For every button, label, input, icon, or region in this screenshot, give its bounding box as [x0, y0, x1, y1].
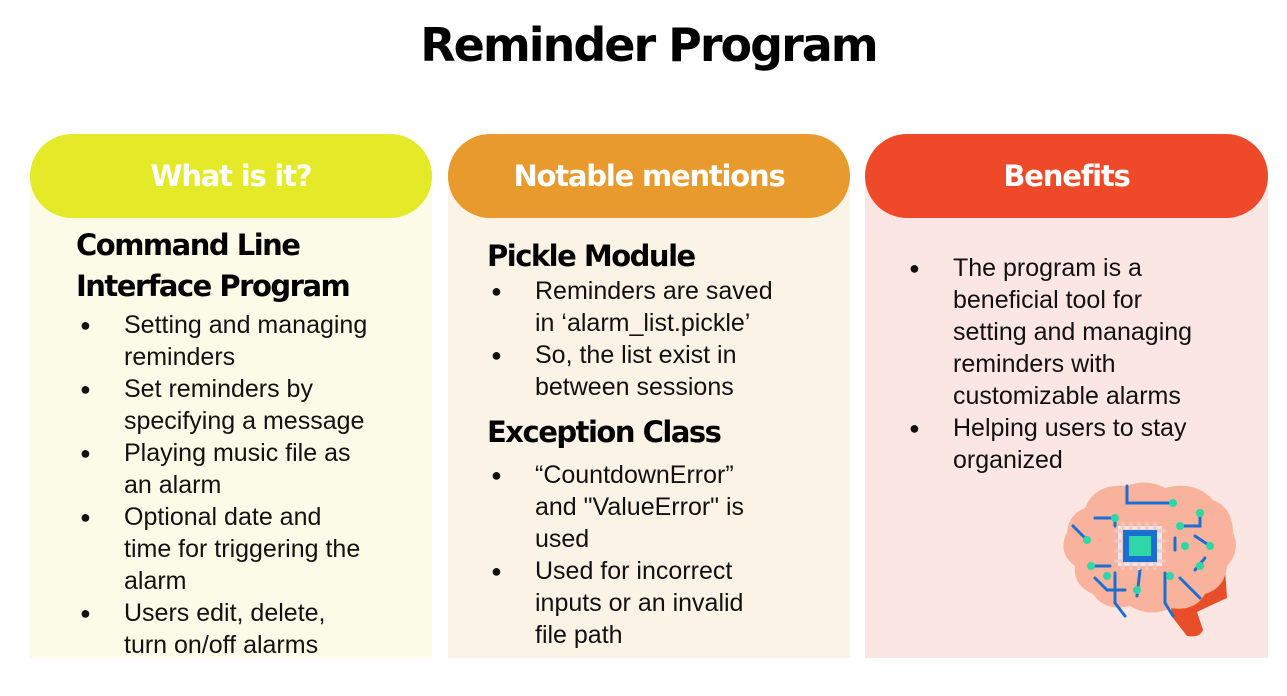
- heading-line: Command Line: [76, 228, 301, 262]
- bullet-icon: ●: [491, 465, 502, 485]
- chip-icon: [1114, 522, 1166, 570]
- bullet-icon: ●: [491, 345, 502, 365]
- bullet-icon: ●: [80, 315, 91, 335]
- bullet-list: ● The program is a beneficial tool for sett…: [905, 252, 1255, 476]
- section-heading: Command Line Interface Program: [76, 224, 426, 307]
- list-item: ● So, the list exist in between sessions: [491, 341, 737, 401]
- list-item: ● Used for incorrect inputs or an invalid f…: [491, 557, 744, 649]
- list-item: ● Helping users to stay organized: [909, 414, 1187, 474]
- list-item: ● Users edit, delete, turn on/off alarms: [80, 599, 326, 659]
- bullet-list: ● Reminders are saved in ‘alarm_list.pickl…: [487, 275, 837, 403]
- heading-line: Pickle Module: [487, 239, 696, 273]
- bullet-list: ● “CountdownError” and "ValueError" is used…: [487, 459, 837, 651]
- bullet-icon: ●: [909, 418, 920, 438]
- bullet-icon: ●: [909, 258, 920, 278]
- section-heading: Pickle Module: [487, 235, 837, 277]
- list-item: ● Optional date and time for triggering th…: [80, 503, 361, 595]
- page-title: Reminder Program: [420, 18, 878, 72]
- list-item: ● “CountdownError” and "ValueError" is used: [491, 461, 745, 553]
- list-item: ● Set reminders by specifying a message: [80, 375, 365, 435]
- list-item: ● The program is a beneficial tool for sett…: [909, 254, 1193, 410]
- bullet-icon: ●: [80, 443, 91, 463]
- bullet-icon: ●: [491, 561, 502, 581]
- list-item: ● Setting and managing reminders: [80, 311, 368, 371]
- column-content: Pickle Module ● Reminders are saved in ‘al…: [487, 235, 837, 651]
- column-body: [30, 174, 432, 658]
- heading-line: Interface Program: [76, 269, 351, 303]
- bullet-icon: ●: [491, 281, 502, 301]
- column-header: Notable mentions: [448, 134, 850, 218]
- section-heading: Exception Class: [487, 411, 837, 453]
- column-content: Command Line Interface Program ● Setting …: [76, 224, 426, 661]
- bullet-list: ● Setting and managing reminders ● Set remi…: [76, 309, 426, 661]
- bullet-icon: ●: [80, 379, 91, 399]
- list-item: ● Playing music file as an alarm: [80, 439, 351, 499]
- column-what-is-it: What is it? Command Line Interface Progr…: [30, 134, 432, 661]
- column-notable-mentions: Notable mentions Pickle Module ● Reminder…: [448, 134, 850, 658]
- bullet-icon: ●: [80, 507, 91, 527]
- heading-line: Exception Class: [487, 415, 722, 449]
- column-header: What is it?: [30, 134, 432, 218]
- column-content: ● The program is a beneficial tool for sett…: [905, 252, 1255, 476]
- column-body: [448, 174, 850, 658]
- bullet-icon: ●: [80, 603, 91, 623]
- list-item: ● Reminders are saved in ‘alarm_list.pickl…: [491, 277, 773, 337]
- column-header: Benefits: [865, 134, 1268, 218]
- brain-circuit-icon: [1063, 482, 1236, 637]
